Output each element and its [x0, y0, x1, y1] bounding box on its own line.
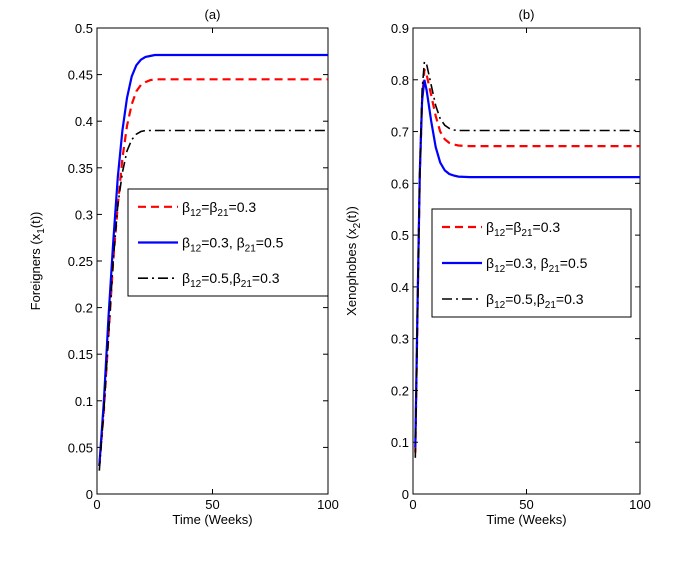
y-tick-label: 0.2 [391, 383, 409, 398]
panel-b: 0 0.1 0.2 0.3 0.4 0.5 0.6 0.7 0.8 0.9 0 50 100 (b) Tim… [344, 7, 651, 527]
legend-subscript: 12 [190, 279, 202, 290]
legend-subscript: 21 [521, 228, 533, 239]
y-tick-label: 0.6 [391, 176, 409, 191]
legend-text: =0.5 [256, 235, 284, 251]
legend-subscript: 12 [190, 244, 202, 255]
y-tick-label: 0.1 [75, 394, 93, 409]
legend-subscript: 12 [494, 264, 506, 275]
panel-a: 0 0.05 0.1 0.15 0.2 0.25 0.3 0.35 0.4 0.45 0.5 0 50 1… [28, 7, 339, 527]
legend-text: =β [201, 199, 217, 215]
legend-text: =β [505, 219, 521, 235]
y-tick-label: 0.35 [68, 161, 93, 176]
legend-label-2: β12=0.3, β21=0.5 [182, 235, 284, 255]
series-line-1 [98, 78, 328, 467]
x-tick-label: 100 [317, 497, 339, 512]
y-axis-label-end: (t)) [28, 212, 43, 229]
y-axis-label-main: Xenophobes (x [344, 228, 359, 316]
y-tick-label: 0.9 [391, 21, 409, 36]
legend-text: =0.3, β [505, 255, 548, 271]
chart-title: (a) [205, 7, 221, 22]
legend-text: =0.3 [252, 270, 280, 286]
legend-text: β [182, 199, 190, 215]
y-tick-label: 0.4 [391, 280, 409, 295]
y-axis-label-end: (t)) [344, 206, 359, 223]
legend-text: =0.3 [229, 199, 257, 215]
x-tick-label: 100 [629, 497, 651, 512]
y-axis-label: Xenophobes (x2(t)) [344, 206, 363, 316]
y-tick-label: 0.4 [75, 114, 93, 129]
legend-subscript: 21 [217, 208, 229, 219]
y-tick-label: 0.45 [68, 68, 93, 83]
legend-text: =0.3 [556, 291, 584, 307]
legend-text: β [486, 255, 494, 271]
x-axis-label: Time (Weeks) [486, 512, 566, 527]
legend-text: =0.3, β [201, 235, 244, 251]
legend-text: β [486, 291, 494, 307]
x-axis-label: Time (Weeks) [172, 512, 252, 527]
legend-text: β [486, 219, 494, 235]
x-tick-label: 0 [409, 497, 416, 512]
y-tick-label: 0.3 [75, 207, 93, 222]
y-tick-label: 0.7 [391, 125, 409, 140]
legend-label-3: β12=0.5,β21=0.3 [182, 270, 280, 290]
legend-label-3: β12=0.5,β21=0.3 [486, 291, 584, 311]
legend-subscript: 21 [545, 300, 557, 311]
y-axis-label-subscript: 2 [352, 222, 363, 228]
y-tick-label: 0.05 [68, 440, 93, 455]
y-tick-label: 0 [86, 487, 93, 502]
legend-subscript: 21 [549, 264, 561, 275]
y-axis-label-main: Foreigners (x [28, 233, 43, 310]
series-line-2 [414, 79, 640, 448]
y-tick-label: 0.5 [75, 21, 93, 36]
legend-label-2: β12=0.3, β21=0.5 [486, 255, 588, 275]
legend-subscript: 12 [494, 228, 506, 239]
legend-text: β [182, 270, 190, 286]
y-tick-label: 0.5 [391, 228, 409, 243]
legend-text: β [182, 235, 190, 251]
x-tick-label: 0 [93, 497, 100, 512]
y-tick-label: 0.8 [391, 73, 409, 88]
y-tick-label: 0.3 [391, 332, 409, 347]
legend-subscript: 21 [241, 279, 253, 290]
legend-text: =0.3 [533, 219, 561, 235]
y-axis-label-subscript: 1 [36, 228, 47, 234]
chart-title: (b) [519, 7, 535, 22]
legend-label-1: β12=β21=0.3 [486, 219, 560, 239]
y-tick-label: 0.15 [68, 347, 93, 362]
y-tick-label: 0.2 [75, 301, 93, 316]
legend-subscript: 21 [245, 244, 257, 255]
legend-text: =0.5 [560, 255, 588, 271]
legend-label-1: β12=β21=0.3 [182, 199, 256, 219]
legend-text: =0.5,β [505, 291, 545, 307]
series-line-2 [98, 53, 328, 467]
y-tick-label: 0.25 [68, 254, 93, 269]
y-tick-label: 0.1 [391, 435, 409, 450]
x-tick-label: 50 [205, 497, 219, 512]
legend-subscript: 12 [494, 300, 506, 311]
series-line-3 [98, 129, 328, 471]
y-axis-label: Foreigners (x1(t)) [28, 212, 47, 311]
legend-subscript: 12 [190, 208, 202, 219]
y-tick-label: 0 [402, 487, 409, 502]
x-tick-label: 50 [519, 497, 533, 512]
legend-text: =0.5,β [201, 270, 241, 286]
series-line-3 [414, 59, 640, 458]
